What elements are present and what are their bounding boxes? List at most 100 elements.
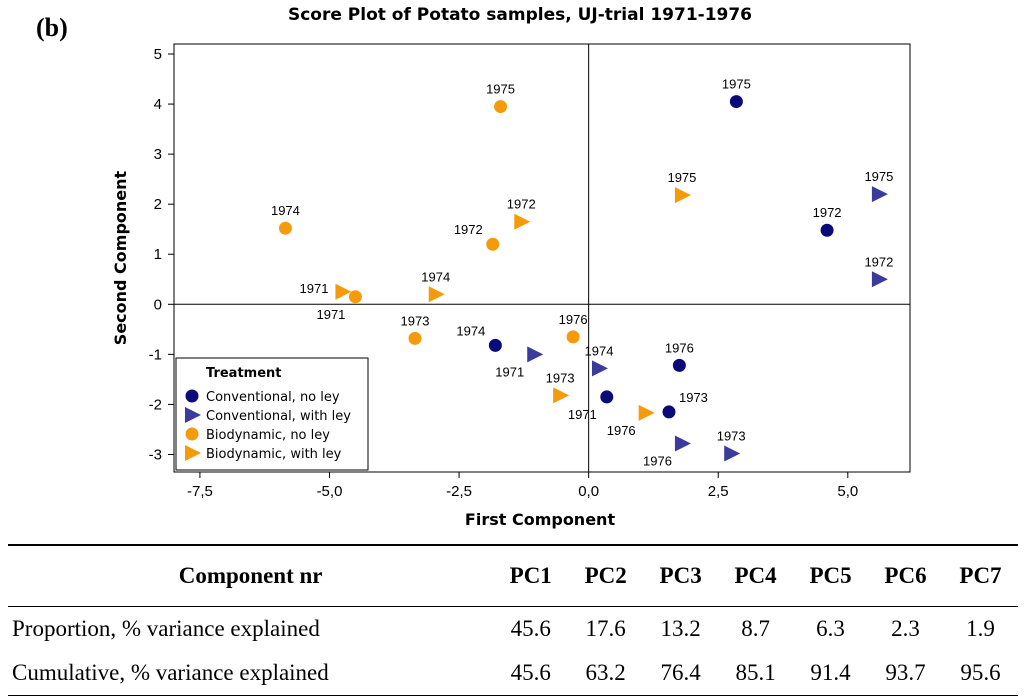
table-cell: 76.4 bbox=[660, 660, 701, 685]
data-point bbox=[428, 286, 445, 303]
point-label: 1976 bbox=[643, 453, 672, 468]
data-point bbox=[494, 100, 508, 114]
point-label: 1974 bbox=[585, 343, 614, 358]
table-cell: 93.7 bbox=[885, 660, 926, 685]
table-cell: 17.6 bbox=[585, 616, 626, 641]
y-tick-label: 1 bbox=[154, 246, 162, 263]
table-cell: 45.6 bbox=[510, 616, 551, 641]
data-points: 1975 1972 1974 1976 1971 1973 1975 1972 1971 1974… bbox=[271, 77, 893, 469]
column-header: PC6 bbox=[884, 563, 927, 588]
y-tick-label: -3 bbox=[149, 446, 162, 463]
table-cell: 63.2 bbox=[585, 660, 626, 685]
column-header: PC5 bbox=[809, 563, 852, 588]
column-header: PC1 bbox=[509, 563, 552, 588]
table-cell: 85.1 bbox=[735, 660, 776, 685]
series-group: 1975 1972 1971 1974 1973 1976 bbox=[300, 170, 697, 438]
y-tick-label: 5 bbox=[154, 46, 162, 63]
table-cell: 8.7 bbox=[741, 616, 770, 641]
point-label: 1975 bbox=[486, 82, 515, 97]
point-label: 1972 bbox=[507, 197, 536, 212]
data-point bbox=[527, 346, 544, 363]
y-tick-label: 2 bbox=[154, 196, 162, 213]
x-tick-label: -5,0 bbox=[317, 483, 343, 500]
legend-marker bbox=[185, 427, 199, 441]
x-tick-label: 2,5 bbox=[708, 483, 729, 500]
point-label: 1974 bbox=[271, 203, 300, 218]
legend-box bbox=[175, 357, 369, 471]
data-point bbox=[348, 290, 362, 304]
score-plot: (b) Score Plot of Potato samples, UJ-tri… bbox=[36, 5, 911, 529]
x-tick-label: -2,5 bbox=[446, 483, 472, 500]
data-point bbox=[488, 338, 502, 352]
table-cell: 2.3 bbox=[891, 616, 920, 641]
data-point bbox=[724, 445, 741, 462]
variance-table: Component nr PC1 PC2 PC3 PC4 PC5 PC6 PC7… bbox=[8, 544, 1018, 696]
point-label: 1974 bbox=[421, 269, 450, 284]
point-label: 1973 bbox=[546, 370, 575, 385]
table-cell: 1.9 bbox=[966, 616, 995, 641]
x-tick-label: -7,5 bbox=[187, 483, 213, 500]
data-point bbox=[514, 213, 531, 230]
table-row: Cumulative, % variance explained 45.6 63… bbox=[8, 651, 1018, 696]
x-tick-label: 5,0 bbox=[837, 483, 858, 500]
column-header: PC3 bbox=[659, 563, 702, 588]
data-point bbox=[408, 331, 422, 345]
point-label: 1973 bbox=[401, 313, 430, 328]
legend-entry: Biodynamic, with ley bbox=[206, 447, 342, 462]
table-row: Proportion, % variance explained 45.6 17… bbox=[8, 607, 1018, 652]
data-point bbox=[278, 221, 292, 235]
series-group: 1975 1972 1971 1974 1976 1973 bbox=[495, 169, 893, 468]
data-point bbox=[335, 283, 352, 300]
point-label: 1972 bbox=[454, 222, 483, 237]
legend-entry: Conventional, no ley bbox=[206, 390, 340, 405]
point-label: 1976 bbox=[607, 423, 636, 438]
x-axis-title: First Component bbox=[465, 510, 616, 529]
data-point bbox=[600, 390, 614, 404]
row-label: Cumulative, % variance explained bbox=[12, 660, 329, 685]
data-point bbox=[592, 360, 609, 377]
point-label: 1976 bbox=[665, 340, 694, 355]
point-label: 1971 bbox=[300, 281, 329, 296]
data-point bbox=[729, 95, 743, 109]
point-label: 1975 bbox=[667, 170, 696, 185]
data-point bbox=[566, 330, 580, 344]
y-tick-label: 0 bbox=[154, 296, 162, 313]
y-tick-label: -2 bbox=[149, 396, 162, 413]
legend-marker bbox=[185, 445, 201, 461]
y-tick-label: 4 bbox=[154, 96, 162, 113]
point-label: 1971 bbox=[495, 364, 524, 379]
reference-lines bbox=[174, 44, 910, 472]
table-cell: 91.4 bbox=[810, 660, 851, 685]
point-label: 1975 bbox=[722, 77, 751, 92]
data-point bbox=[871, 271, 888, 288]
table-cell: 95.6 bbox=[960, 660, 1001, 685]
point-label: 1975 bbox=[864, 169, 893, 184]
point-label: 1971 bbox=[568, 407, 597, 422]
legend-title: Treatment bbox=[206, 366, 282, 381]
panel-label: (b) bbox=[36, 13, 68, 42]
series-group: 1975 1974 1972 1971 1973 1976 bbox=[271, 82, 588, 345]
legend-entry: Biodynamic, no ley bbox=[206, 428, 330, 443]
column-header: PC2 bbox=[584, 563, 627, 588]
point-label: 1973 bbox=[679, 390, 708, 405]
column-header: PC7 bbox=[959, 563, 1002, 588]
y-tick-label: 3 bbox=[154, 146, 162, 163]
data-point bbox=[486, 237, 500, 251]
point-label: 1974 bbox=[456, 323, 485, 338]
table-cell: 13.2 bbox=[660, 616, 701, 641]
point-label: 1972 bbox=[864, 254, 893, 269]
point-label: 1976 bbox=[559, 312, 588, 327]
point-label: 1972 bbox=[813, 205, 842, 220]
data-point bbox=[553, 387, 570, 404]
x-tick-label: 0,0 bbox=[578, 483, 599, 500]
data-point bbox=[662, 405, 676, 419]
point-label: 1971 bbox=[316, 307, 345, 322]
y-axis-title: Second Component bbox=[111, 170, 130, 345]
legend-entry: Conventional, with ley bbox=[206, 409, 351, 424]
point-label: 1973 bbox=[717, 428, 746, 443]
axis-ticks: -7,5 -5,0 -2,5 0,0 2,5 5,0 -3 -2 -1 0 1 2 3 4 5 bbox=[149, 46, 859, 500]
column-header: PC4 bbox=[734, 563, 777, 588]
data-point bbox=[638, 404, 655, 421]
series-group: 1975 1972 1974 1976 1971 1973 bbox=[456, 77, 841, 422]
data-point bbox=[674, 187, 691, 204]
